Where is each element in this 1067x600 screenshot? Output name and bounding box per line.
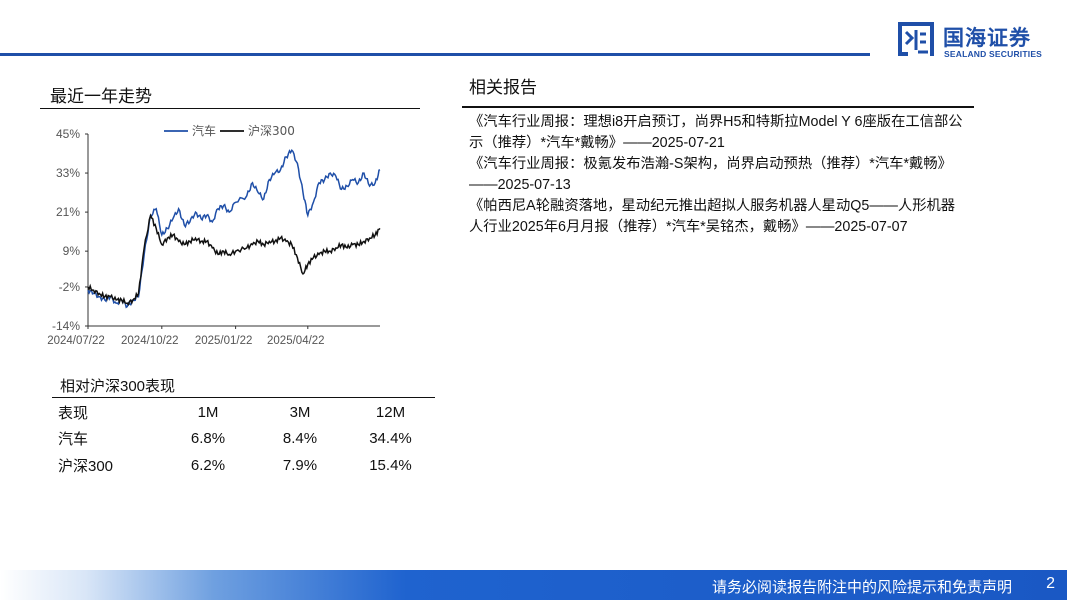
legend-label: 汽车 [192, 123, 216, 138]
company-logo: 国海证券 SEALAND SECURITIES [896, 20, 1056, 60]
perf-table-title: 相对沪深300表现 [60, 378, 176, 395]
x-tick-label: 2024/07/22 [47, 335, 105, 347]
perf-header-12m: 12M [375, 403, 406, 421]
logo-english-text: SEALAND SECURITIES [944, 49, 1043, 59]
related-report-item[interactable]: 《汽车行业周报：极氪发布浩瀚-S架构，尚界启动预热（推荐）*汽车*戴畅》——20… [469, 156, 952, 193]
perf-cell-3m: 8.4% [282, 430, 318, 448]
perf-table: 表现 1M 3M 12M 汽车 6.8% 8.4% 34.4% 沪深300 6.… [52, 399, 435, 479]
table-row: 沪深300 6.2% 7.9% 15.4% [52, 452, 435, 479]
related-report-item[interactable]: 《帕西尼A轮融资落地，星动纪元推出超拟人服务机器人星动Q5——人形机器人行业20… [469, 198, 956, 235]
table-row: 汽车 6.8% 8.4% 34.4% [52, 426, 435, 453]
related-report-item[interactable]: 《汽车行业周报：理想i8开启预订，尚界H5和特斯拉Model Y 6座版在工信部… [469, 114, 963, 151]
perf-header-1m: 1M [197, 403, 219, 421]
footer-disclaimer: 请务必阅读报告附注中的风险提示和免责声明 [711, 579, 1012, 596]
perf-cell-1m: 6.8% [190, 430, 226, 448]
perf-header-label: 表现 [58, 404, 89, 422]
legend-label: 沪深300 [248, 124, 295, 138]
trend-chart: 45% 33% 21% 9% -2% -14% 2024/07/22 2024/10/22 20… [47, 123, 381, 347]
series-line-auto [87, 149, 381, 309]
footer-bar: 请务必阅读报告附注中的风险提示和免责声明 2 [0, 570, 1067, 600]
perf-row-label: 汽车 [58, 431, 89, 449]
trend-section-rule [40, 108, 420, 109]
y-tick-label: -14% [52, 319, 80, 333]
y-tick-label: 9% [63, 244, 81, 258]
y-tick-label: 33% [56, 166, 80, 180]
header-rule [0, 53, 870, 56]
y-tick-label: -2% [59, 280, 81, 294]
perf-cell-3m: 7.9% [282, 456, 318, 474]
perf-cell-12m: 15.4% [369, 456, 412, 474]
series-line-hs300 [87, 213, 381, 306]
related-reports-title: 相关报告 [469, 78, 537, 97]
x-tick-label: 2025/01/22 [195, 335, 253, 347]
perf-table-header-row: 表现 1M 3M 12M [52, 399, 435, 426]
x-tick-label: 2024/10/22 [121, 335, 179, 347]
related-reports-list: 《汽车行业周报：理想i8开启预订，尚界H5和特斯拉Model Y 6座版在工信部… [469, 112, 969, 238]
perf-row-label: 沪深300 [58, 457, 114, 475]
logo-chinese-text: 国海证券 [943, 27, 1031, 50]
perf-header-3m: 3M [289, 403, 311, 421]
x-tick-label: 2025/04/22 [267, 335, 325, 347]
perf-table-rule [52, 397, 435, 398]
trend-section-title: 最近一年走势 [50, 87, 152, 106]
related-reports-rule [462, 106, 974, 108]
page-number: 2 [1046, 575, 1055, 592]
sealand-logo-icon [898, 22, 934, 56]
y-tick-label: 21% [56, 205, 80, 219]
perf-cell-12m: 34.4% [369, 430, 412, 448]
y-tick-label: 45% [56, 127, 80, 141]
perf-cell-1m: 6.2% [190, 456, 226, 474]
